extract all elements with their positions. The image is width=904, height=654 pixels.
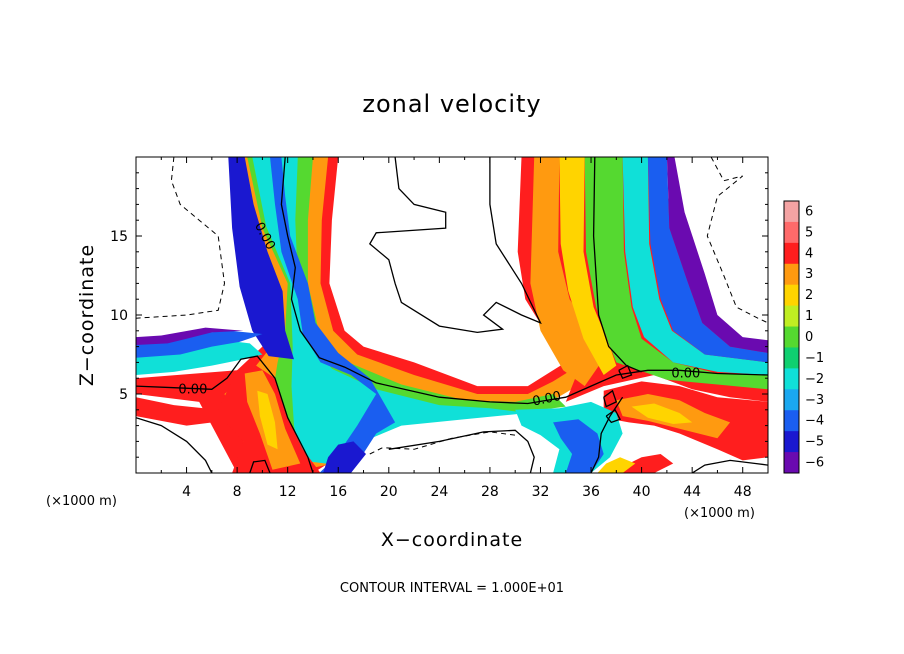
field-left-outflow-purple [136,327,244,345]
contour-pos-low-left [136,417,213,473]
colorbar-swatch-7 [784,347,799,369]
x-unit-right: (×1000 m) [684,506,755,521]
contour-neg-right [706,157,768,324]
x-tick-label-0: 4 [182,484,191,500]
colorbar-swatch-4 [784,284,799,307]
colorbar-label-7: −1 [805,351,824,366]
field-lower-right-yellow [631,403,693,424]
y-tick-label-2: 15 [110,229,128,245]
x-tick-label-5: 24 [430,484,448,500]
y-tick-label-0: 5 [119,387,128,403]
field-left-jet-cyan [252,157,528,466]
colorbar-label-9: −3 [805,393,824,408]
x-tick-label-4: 20 [380,484,398,500]
plot-area [136,157,768,473]
y-axis-ticks: 5 10 15 [110,172,768,458]
field-left-jet-navy [228,157,294,360]
colorbar-swatch-8 [784,368,799,390]
contour-small-loop-2 [618,364,633,380]
contour-label-2: 0.00 [531,389,562,410]
colorbar-swatch-6 [784,326,799,348]
y-tick-label-1: 10 [110,308,128,324]
x-tick-label-9: 40 [633,484,651,500]
x-tick-label-7: 32 [532,484,550,500]
colorbar-swatch-5 [784,305,799,328]
field-lower-left-yellow [257,390,278,450]
x-axis-ticks: 4 8 12 16 20 24 28 32 36 40 44 48 [160,157,752,500]
field-bottom-right-red [622,454,674,473]
contour-label-1: 0.00 [178,382,207,397]
x-tick-label-10: 44 [683,484,701,500]
colorbar: 6 5 4 3 2 1 0 −1 −2 −3 −4 −5 −6 [783,200,824,474]
colorbar-swatch-12 [784,452,799,474]
field-right-jet-blue [647,157,768,363]
x-unit-left: (×1000 m) [46,494,117,509]
chart-title: zonal velocity [362,90,541,118]
contour-zero-left-jet [280,157,768,405]
colorbar-swatch-2 [784,242,799,265]
x-tick-label-2: 12 [279,484,297,500]
colorbar-frame [783,200,800,474]
colorbar-swatch-9 [784,389,799,411]
colorbar-swatch-10 [784,410,799,432]
contour-interval-note: CONTOUR INTERVAL = 1.000E+01 [340,581,564,596]
colorbar-label-10: −4 [805,414,824,429]
colorbar-swatch-3 [784,263,799,286]
colorbar-label-4: 2 [805,288,813,303]
contour-pos-low-right [691,459,768,473]
colorbar-label-6: 0 [805,330,813,345]
field-right-jet-cyan [622,157,768,375]
colorbar-swatch-11 [784,431,799,453]
field-lower-mid-blue [553,419,604,473]
x-tick-label-3: 16 [329,484,347,500]
colorbar-label-0: 6 [805,204,813,219]
colorbar-label-5: 1 [805,309,813,324]
x-axis-label: X−coordinate [381,529,523,551]
contour-zero-bottom-left [249,459,271,473]
colorbar-swatch-0 [784,201,799,223]
y-axis-label: Z−coordinate [76,244,98,386]
contour-zero-right-jet [592,157,642,373]
field-right-jet-yellow [559,157,617,375]
contour-neg-left [136,157,226,319]
contour-label-3: 0.00 [671,366,700,381]
field-bottom-left-navy [323,441,366,473]
colorbar-swatch-1 [784,221,799,244]
x-tick-label-11: 48 [734,484,752,500]
x-tick-label-8: 36 [582,484,600,500]
field-bottom-right-yellow [597,457,636,473]
contour-neg-low-mid [369,431,516,455]
x-tick-label-6: 28 [481,484,499,500]
field-right-jet-green [584,157,768,390]
contour-small-loops [603,389,618,408]
colorbar-label-1: 5 [805,225,813,240]
colorbar-label-11: −5 [805,435,824,450]
x-tick-label-1: 8 [233,484,242,500]
contour-zero-left-low [136,355,314,473]
colorbar-label-12: −6 [805,456,824,471]
field-left-jet-blue [244,157,396,473]
colorbar-label-3: 3 [805,267,813,282]
contour-small-loop-3 [605,408,622,424]
contour-pos-mid [368,157,542,334]
field-right-jet-purple [666,157,768,353]
colorbar-label-8: −2 [805,372,824,387]
colorbar-label-2: 4 [805,246,813,261]
